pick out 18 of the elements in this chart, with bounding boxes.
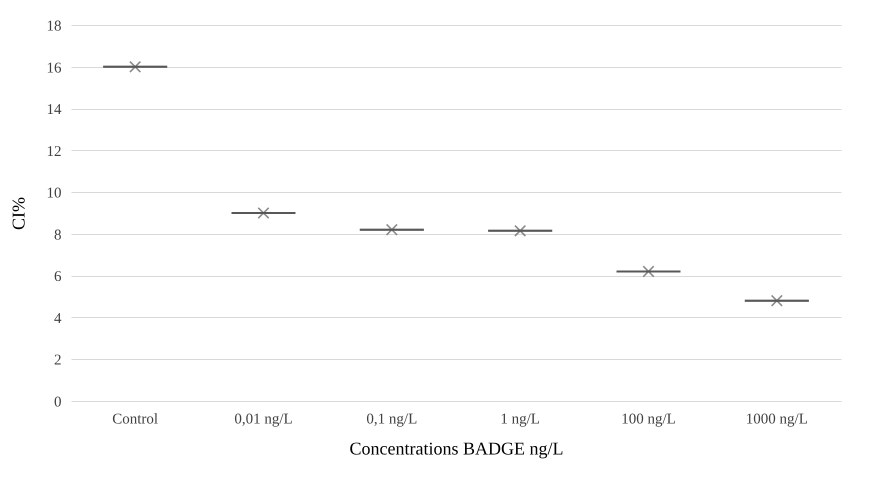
y-axis-title: CI% (8, 197, 28, 230)
y-tick-label: 6 (54, 269, 62, 286)
x-axis-title: Concentrations BADGE ng/L (350, 438, 564, 458)
x-tick-label: 1000 ng/L (746, 412, 808, 428)
x-tick-label: 0,1 ng/L (366, 412, 418, 428)
x-tick-label: 100 ng/L (621, 412, 676, 428)
y-tick-label: 10 (46, 186, 62, 202)
x-tick-label: 0,01 ng/L (234, 412, 293, 428)
y-tick-label: 14 (46, 102, 62, 118)
y-tick-label: 2 (54, 352, 62, 369)
y-tick-label: 4 (54, 310, 62, 327)
x-tick-label: 1 ng/L (500, 412, 540, 428)
x-tick-label: Control (112, 412, 158, 428)
y-tick-label: 8 (54, 227, 62, 244)
y-tick-label: 0 (54, 394, 62, 410)
y-tick-label: 12 (46, 144, 62, 160)
y-tick-label: 16 (46, 60, 62, 76)
y-tick-label: 18 (46, 18, 62, 34)
